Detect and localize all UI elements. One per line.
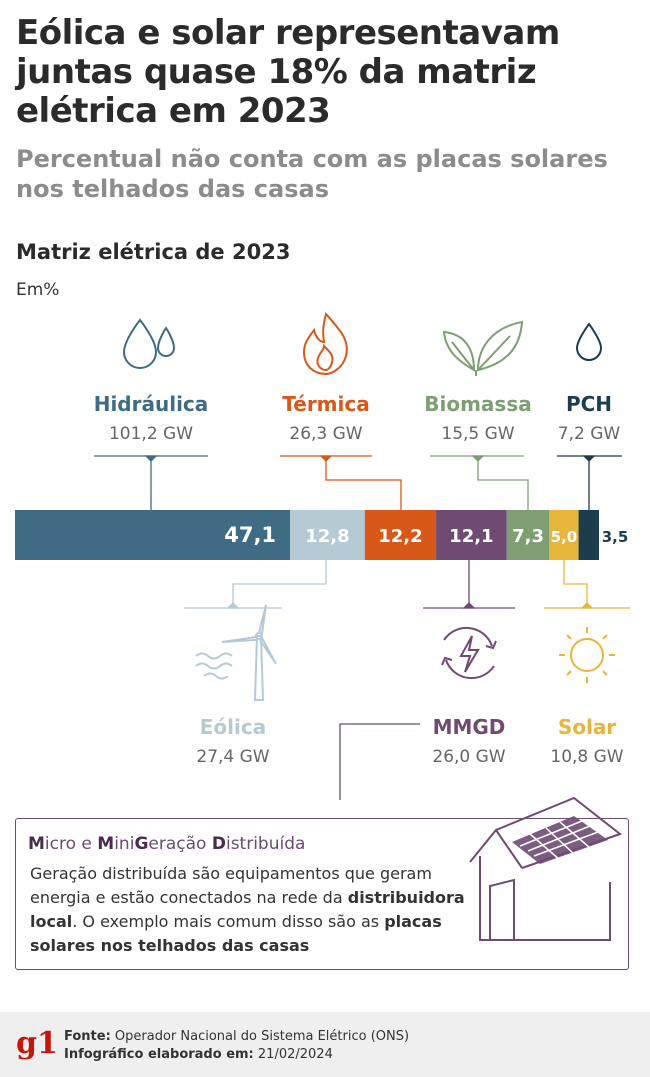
stacked-bar-chart: Hidráulica 101,2 GW Térmica 26,3 GW Biom… bbox=[15, 311, 630, 800]
source-line: Fonte: Operador Nacional do Sistema Elét… bbox=[64, 1029, 409, 1044]
leader-eolica bbox=[184, 560, 327, 609]
wind-turbine-icon bbox=[195, 604, 277, 701]
label-eolica: Eólica bbox=[200, 715, 266, 739]
info-box-text: Geração distribuída são equipamentos que… bbox=[30, 862, 480, 958]
water-drops-icon bbox=[122, 318, 176, 369]
value-mmgd: 26,0 GW bbox=[432, 747, 505, 767]
text-run: eração bbox=[148, 834, 212, 854]
value-solar: 10,8 GW bbox=[550, 747, 623, 767]
value-termica: 26,3 GW bbox=[289, 424, 362, 444]
emphasis-text: G bbox=[134, 834, 149, 854]
page-subtitle: Percentual não conta com as placas solar… bbox=[16, 145, 608, 203]
emphasis-text: placas solares nos telhados das casas bbox=[30, 912, 442, 955]
g1-logo: g1 bbox=[16, 1026, 58, 1061]
mmgd-connector bbox=[339, 723, 420, 800]
info-box bbox=[15, 818, 629, 970]
label-termica: Térmica bbox=[282, 392, 369, 416]
bar-label-solar: 5,0 bbox=[551, 528, 578, 546]
leader-solar bbox=[544, 560, 630, 609]
source-label: Fonte: bbox=[64, 1029, 111, 1044]
emphasis-text: M bbox=[28, 834, 45, 854]
leader-hidraulica bbox=[94, 455, 208, 510]
date-value: 21/02/2024 bbox=[257, 1047, 333, 1062]
house-solar-panel-icon bbox=[469, 796, 623, 941]
value-pch: 7,2 GW bbox=[558, 424, 621, 444]
source-value: Operador Nacional do Sistema Elétrico (O… bbox=[114, 1029, 410, 1044]
label-mmgd: MMGD bbox=[433, 715, 506, 739]
label-biomassa: Biomassa bbox=[424, 392, 531, 416]
energy-cycle-icon bbox=[441, 626, 497, 680]
page-title: Eólica e solar representavam juntas quas… bbox=[16, 13, 560, 131]
leader-mmgd bbox=[423, 560, 515, 609]
bar-segment-solar bbox=[549, 510, 579, 560]
bar-label-pch: 3,5 bbox=[602, 528, 629, 546]
label-hidraulica: Hidráulica bbox=[94, 392, 209, 416]
text-run: istribuída bbox=[225, 834, 306, 854]
bar-label-mmgd: 12,1 bbox=[449, 526, 493, 547]
drop-icon bbox=[575, 322, 603, 361]
info-box-title: Micro e MiniGeração Distribuída bbox=[28, 834, 305, 854]
text-run: icro e bbox=[44, 834, 98, 854]
value-biomassa: 15,5 GW bbox=[441, 424, 514, 444]
emphasis-text: D bbox=[211, 834, 226, 854]
bar-label-termica: 12,2 bbox=[378, 526, 422, 547]
value-hidraulica: 101,2 GW bbox=[109, 424, 193, 444]
bar-label-biomassa: 7,3 bbox=[512, 526, 544, 547]
date-label: Infográfico elaborado em: bbox=[64, 1047, 254, 1062]
bar-segment-eolica bbox=[290, 510, 365, 560]
date-line: Infográfico elaborado em: 21/02/2024 bbox=[64, 1047, 333, 1062]
bar-segment-mmgd bbox=[436, 510, 507, 560]
bar-segment-termica bbox=[364, 510, 437, 560]
bar-label-hidraulica: 47,1 bbox=[224, 523, 276, 547]
leader-pch bbox=[557, 455, 622, 510]
leader-termica bbox=[280, 455, 402, 510]
footer bbox=[0, 1012, 650, 1077]
sun-icon bbox=[559, 627, 615, 683]
emphasis-text: M bbox=[97, 834, 115, 854]
leader-biomassa bbox=[430, 455, 529, 510]
flame-icon bbox=[302, 311, 348, 376]
label-pch: PCH bbox=[566, 392, 612, 416]
bar-segment-biomassa bbox=[506, 510, 550, 560]
bar-segment-pch bbox=[578, 510, 599, 560]
text-run: Geração distribuída são equipamentos que… bbox=[30, 864, 432, 907]
bar-segment-hidraulica bbox=[15, 510, 291, 560]
value-eolica: 27,4 GW bbox=[196, 747, 269, 767]
emphasis-text: distribuidora local bbox=[30, 888, 465, 931]
chart-title: Matriz elétrica de 2023 bbox=[16, 240, 291, 264]
chart-unit: Em% bbox=[16, 280, 60, 300]
text-run: ini bbox=[114, 834, 135, 854]
text-run: . O exemplo mais comum disso são as bbox=[72, 912, 385, 931]
label-solar: Solar bbox=[558, 715, 616, 739]
leaves-icon bbox=[442, 320, 524, 376]
bar-label-eolica: 12,8 bbox=[305, 526, 349, 547]
